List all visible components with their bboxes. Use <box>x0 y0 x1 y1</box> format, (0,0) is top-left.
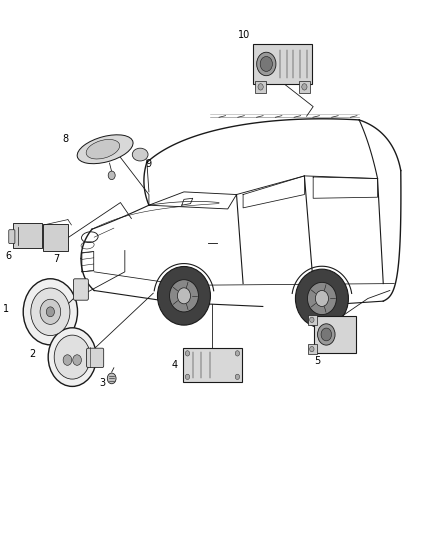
Circle shape <box>235 374 240 379</box>
FancyBboxPatch shape <box>13 223 42 248</box>
Circle shape <box>310 317 314 322</box>
Circle shape <box>185 351 190 356</box>
Text: 10: 10 <box>238 30 251 39</box>
Ellipse shape <box>77 135 133 164</box>
Circle shape <box>321 328 332 341</box>
FancyBboxPatch shape <box>308 344 317 354</box>
Circle shape <box>258 84 263 90</box>
Circle shape <box>185 374 190 379</box>
FancyBboxPatch shape <box>308 315 317 325</box>
Circle shape <box>63 355 72 365</box>
Circle shape <box>46 307 54 317</box>
Circle shape <box>235 351 240 356</box>
Text: 9: 9 <box>146 159 152 169</box>
Text: 4: 4 <box>171 360 177 370</box>
Circle shape <box>260 56 272 71</box>
FancyBboxPatch shape <box>255 81 266 93</box>
Circle shape <box>23 279 78 345</box>
Ellipse shape <box>307 282 336 314</box>
Circle shape <box>310 346 314 352</box>
Ellipse shape <box>132 148 148 161</box>
Circle shape <box>107 373 116 384</box>
Circle shape <box>73 355 81 365</box>
FancyBboxPatch shape <box>43 224 68 251</box>
Circle shape <box>54 335 90 379</box>
Ellipse shape <box>157 266 210 325</box>
Text: 3: 3 <box>99 378 105 387</box>
Circle shape <box>315 290 328 306</box>
Circle shape <box>177 288 191 304</box>
Ellipse shape <box>86 140 120 159</box>
FancyBboxPatch shape <box>183 348 242 382</box>
FancyBboxPatch shape <box>299 81 310 93</box>
Text: 6: 6 <box>6 251 12 261</box>
Text: 1: 1 <box>3 304 9 314</box>
Text: 2: 2 <box>30 350 36 359</box>
Text: 8: 8 <box>63 134 69 143</box>
FancyBboxPatch shape <box>87 348 104 368</box>
FancyBboxPatch shape <box>253 44 312 84</box>
Circle shape <box>257 52 276 76</box>
Ellipse shape <box>295 269 349 328</box>
Text: 7: 7 <box>53 254 59 263</box>
Circle shape <box>302 84 307 90</box>
Circle shape <box>48 328 96 386</box>
Ellipse shape <box>170 280 198 312</box>
FancyBboxPatch shape <box>314 316 356 353</box>
FancyBboxPatch shape <box>9 230 15 244</box>
FancyBboxPatch shape <box>74 279 88 300</box>
Text: 5: 5 <box>314 357 321 366</box>
Circle shape <box>108 171 115 180</box>
Circle shape <box>31 288 70 336</box>
Circle shape <box>318 324 335 345</box>
Circle shape <box>40 299 61 325</box>
